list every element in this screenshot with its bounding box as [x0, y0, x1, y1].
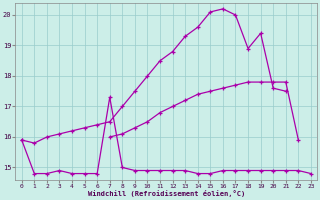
X-axis label: Windchill (Refroidissement éolien,°C): Windchill (Refroidissement éolien,°C)	[88, 190, 245, 197]
